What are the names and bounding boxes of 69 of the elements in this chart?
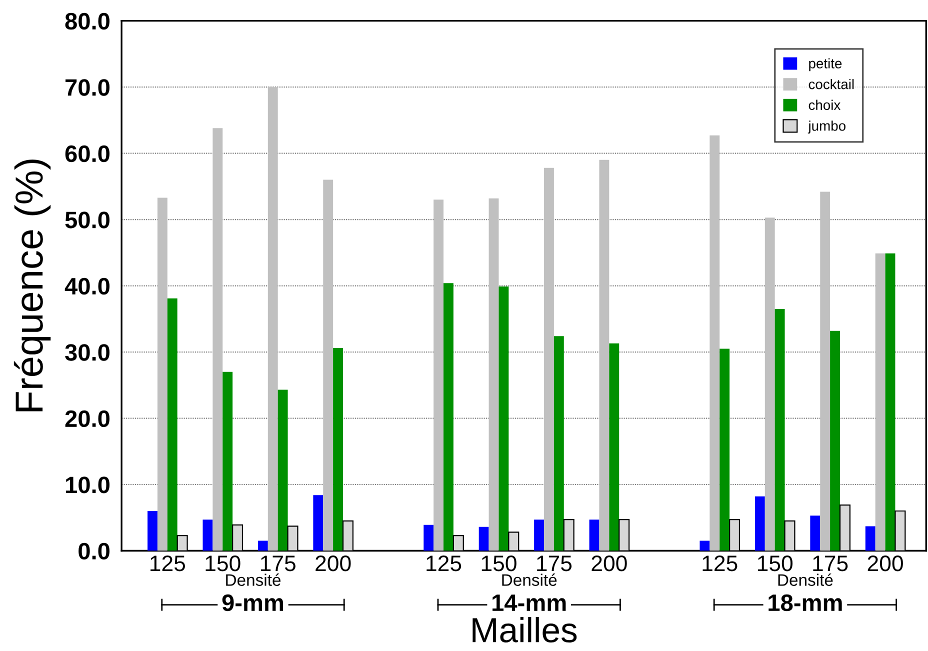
y-tick-label: 30.0 (65, 344, 110, 361)
bar (424, 524, 434, 551)
x-tick-label: 175 (261, 556, 296, 572)
bar (148, 511, 158, 551)
bar (710, 135, 720, 551)
legend-label: jumbo (808, 120, 846, 134)
bar (820, 192, 830, 551)
y-tick-label: 70.0 (66, 79, 110, 96)
bar (830, 330, 840, 551)
bar (478, 526, 489, 551)
bar (599, 160, 610, 551)
legend-label: cocktail (808, 79, 854, 90)
bar (498, 286, 509, 551)
bar (278, 390, 288, 551)
bar (810, 516, 820, 551)
y-tick-label: 40.0 (64, 278, 110, 295)
bar (202, 520, 213, 551)
y-tick-label: 0.0 (78, 542, 110, 560)
text: 18-mm (768, 594, 842, 612)
bar (313, 495, 324, 551)
x-tick-label: 125 (150, 556, 186, 572)
bar (609, 343, 620, 551)
y-tick-label: 20.0 (65, 410, 110, 428)
bar (700, 540, 710, 551)
x-tick-label: 150 (758, 556, 793, 572)
text: Densité (226, 574, 281, 586)
bar (444, 283, 454, 551)
text: 14-mm (492, 594, 566, 611)
bar (764, 218, 775, 551)
bar (323, 180, 334, 551)
x-tick-label: 200 (868, 556, 903, 572)
x-tick-label: 200 (316, 556, 351, 572)
bar (774, 308, 785, 551)
bar (167, 298, 178, 551)
bar (865, 526, 876, 551)
x-tick-label: 175 (813, 556, 848, 572)
bar (544, 168, 554, 551)
bar (222, 372, 233, 551)
bar (258, 540, 268, 551)
x-tick-label: 150 (482, 556, 516, 572)
bar (488, 198, 499, 551)
bar (157, 198, 168, 551)
x-tick-label: 125 (426, 556, 462, 572)
x-tick-label: 200 (592, 556, 627, 572)
legend-label: choix (808, 100, 841, 110)
y-tick-label: 50.0 (65, 212, 110, 228)
y-axis-title: Fréquence (%) (14, 160, 51, 412)
x-tick-label: 125 (702, 556, 738, 572)
bar (720, 348, 730, 551)
x-axis-title: Mailles (472, 616, 577, 642)
bar (212, 128, 223, 551)
bar (885, 253, 896, 551)
bar (434, 200, 444, 551)
bar (875, 253, 886, 551)
x-tick-label: 175 (537, 556, 572, 572)
bar (333, 348, 344, 551)
text: Densité (778, 574, 833, 586)
y-tick-label: 80.0 (65, 12, 110, 30)
bar (554, 336, 564, 551)
bar (589, 520, 600, 551)
bar (534, 520, 544, 551)
text: 9-mm (222, 594, 284, 612)
y-tick-label: 10.0 (66, 476, 110, 494)
bar (754, 496, 765, 551)
legend-label: petite (809, 58, 842, 72)
x-tick-label: 150 (206, 556, 240, 572)
y-tick-label: 60.0 (65, 145, 110, 162)
bar (268, 87, 278, 551)
text: Densité (502, 574, 557, 586)
